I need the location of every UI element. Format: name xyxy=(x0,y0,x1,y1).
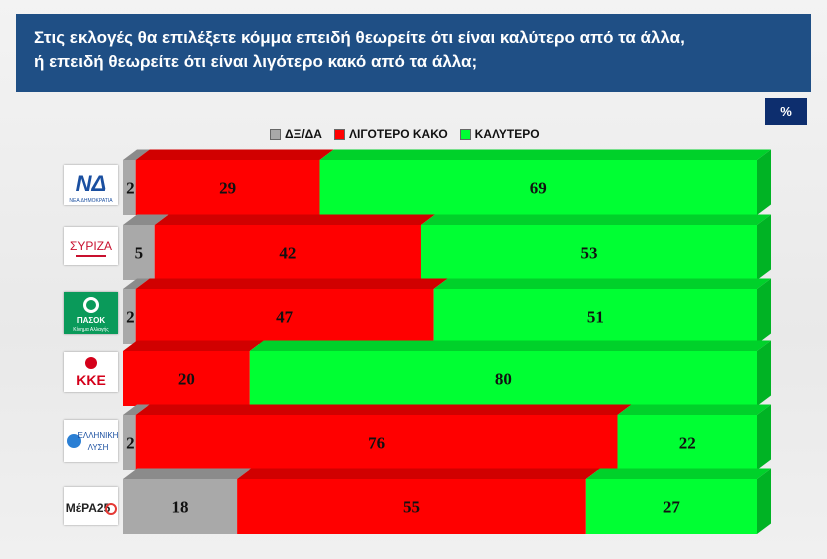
bar-side-4 xyxy=(757,404,771,470)
bar-top-dk-1 xyxy=(123,214,169,225)
data-label-less-bad-3: 20 xyxy=(178,370,195,389)
legend-swatch-better xyxy=(459,128,471,140)
elliniki-lysi-logo-icon: ΕΛΛΗΝΙΚΗ ΛΥΣΗ xyxy=(64,420,118,462)
bar-top-better-0 xyxy=(319,149,771,160)
chart-title-banner: Στις εκλογές θα επιλέξετε κόμμα επειδή θ… xyxy=(16,14,811,92)
legend-label-less-bad: ΛΙΓΟΤΕΡΟ ΚΑΚΟ xyxy=(348,127,448,141)
legend-label-better: ΚΑΛΥΤΕΡΟ xyxy=(474,127,540,141)
data-label-less-bad-5: 55 xyxy=(403,498,420,517)
bar-better-4 xyxy=(617,415,757,470)
bar-top-better-1 xyxy=(420,214,771,225)
bar-top-less-bad-5 xyxy=(237,468,600,479)
data-label-better-4: 22 xyxy=(679,434,696,453)
svg-text:ΜέΡΑ25: ΜέΡΑ25 xyxy=(66,501,111,515)
kke-logo-icon: ΚΚΕ xyxy=(64,352,118,392)
svg-text:ΣΥΡΙΖΑ: ΣΥΡΙΖΑ xyxy=(70,239,112,253)
bar-top-dk-0 xyxy=(123,149,150,160)
bar-less-bad-3 xyxy=(123,351,250,406)
svg-text:Κίνημα Αλλαγής: Κίνημα Αλλαγής xyxy=(73,326,109,333)
bar-side-1 xyxy=(757,214,771,280)
data-label-dk-5: 18 xyxy=(172,498,189,517)
svg-text:ΚΚΕ: ΚΚΕ xyxy=(76,372,106,388)
bar-less-bad-2 xyxy=(135,289,434,344)
data-label-better-1: 53 xyxy=(580,244,597,263)
legend-item-dk: ΔΞ/ΔΑ xyxy=(270,127,322,141)
bar-less-bad-4 xyxy=(135,415,618,470)
data-label-less-bad-4: 76 xyxy=(368,434,385,453)
bar-top-less-bad-0 xyxy=(135,149,334,160)
data-label-better-3: 80 xyxy=(495,370,512,389)
data-label-dk-2: 2 xyxy=(126,308,135,327)
bar-top-dk-5 xyxy=(123,468,252,479)
bar-top-less-bad-1 xyxy=(154,214,435,225)
bar-better-2 xyxy=(433,289,757,344)
bar-better-1 xyxy=(420,225,757,280)
bar-top-better-5 xyxy=(585,468,771,479)
svg-text:ΠΑΣΟΚ: ΠΑΣΟΚ xyxy=(77,316,106,325)
pasok-logo-icon: ΠΑΣΟΚ Κίνημα Αλλαγής xyxy=(64,292,118,334)
bar-better-0 xyxy=(319,160,757,215)
chart-title-line-2: ή επειδή θεωρείτε ότι είναι λιγότερο κακ… xyxy=(34,52,478,71)
bar-top-better-4 xyxy=(617,404,771,415)
data-label-less-bad-1: 42 xyxy=(279,244,296,263)
bar-less-bad-5 xyxy=(237,479,586,534)
bar-top-less-bad-4 xyxy=(135,404,632,415)
svg-text:ΝΔ: ΝΔ xyxy=(76,171,107,196)
bar-dk-0 xyxy=(123,160,136,215)
legend-item-better: ΚΑΛΥΤΕΡΟ xyxy=(459,127,540,141)
data-label-better-5: 27 xyxy=(663,498,681,517)
data-label-dk-4: 2 xyxy=(126,434,135,453)
bar-less-bad-1 xyxy=(154,225,421,280)
bar-top-dk-2 xyxy=(123,278,150,289)
legend-item-less-bad: ΛΙΓΟΤΕΡΟ ΚΑΚΟ xyxy=(333,127,448,141)
bar-top-less-bad-3 xyxy=(123,340,264,351)
legend-swatch-dk xyxy=(270,128,281,140)
data-label-less-bad-2: 47 xyxy=(276,308,294,327)
bar-dk-2 xyxy=(123,289,136,344)
legend-swatch-less-bad xyxy=(333,128,345,140)
data-label-better-2: 51 xyxy=(587,308,604,327)
svg-text:ΕΛΛΗΝΙΚΗ: ΕΛΛΗΝΙΚΗ xyxy=(78,431,118,440)
data-label-dk-0: 2 xyxy=(126,179,135,198)
mera25-logo-icon: ΜέΡΑ25 xyxy=(64,487,118,525)
bar-better-3 xyxy=(249,351,758,406)
bar-top-better-2 xyxy=(433,278,771,289)
legend-label-dk: ΔΞ/ΔΑ xyxy=(285,127,322,141)
bar-side-5 xyxy=(757,468,771,534)
bar-top-dk-4 xyxy=(123,404,150,415)
unit-badge: % xyxy=(765,98,807,125)
bar-top-better-3 xyxy=(249,340,772,351)
bar-side-3 xyxy=(757,340,771,406)
syriza-logo-icon: ΣΥΡΙΖΑ xyxy=(64,227,118,265)
bar-side-0 xyxy=(757,149,771,215)
bar-dk-1 xyxy=(123,225,155,280)
bar-less-bad-0 xyxy=(135,160,320,215)
bar-top-less-bad-2 xyxy=(135,278,448,289)
bar-dk-4 xyxy=(123,415,136,470)
bar-side-2 xyxy=(757,278,771,344)
legend: ΔΞ/ΔΑ ΛΙΓΟΤΕΡΟ ΚΑΚΟ ΚΑΛΥΤΕΡΟ xyxy=(270,125,552,143)
svg-text:ΛΥΣΗ: ΛΥΣΗ xyxy=(88,443,109,452)
svg-text:ΝΕΑ ΔΗΜΟΚΡΑΤΙΑ: ΝΕΑ ΔΗΜΟΚΡΑΤΙΑ xyxy=(69,198,113,204)
bar-dk-5 xyxy=(123,479,238,534)
data-label-better-0: 69 xyxy=(530,179,547,198)
bar-better-5 xyxy=(585,479,757,534)
data-label-less-bad-0: 29 xyxy=(219,179,236,198)
data-label-dk-1: 5 xyxy=(135,244,144,263)
nea-dimokratia-logo-icon: ΝΔ ΝΕΑ ΔΗΜΟΚΡΑΤΙΑ xyxy=(64,165,118,205)
chart-title-line-1: Στις εκλογές θα επιλέξετε κόμμα επειδή θ… xyxy=(34,28,685,47)
